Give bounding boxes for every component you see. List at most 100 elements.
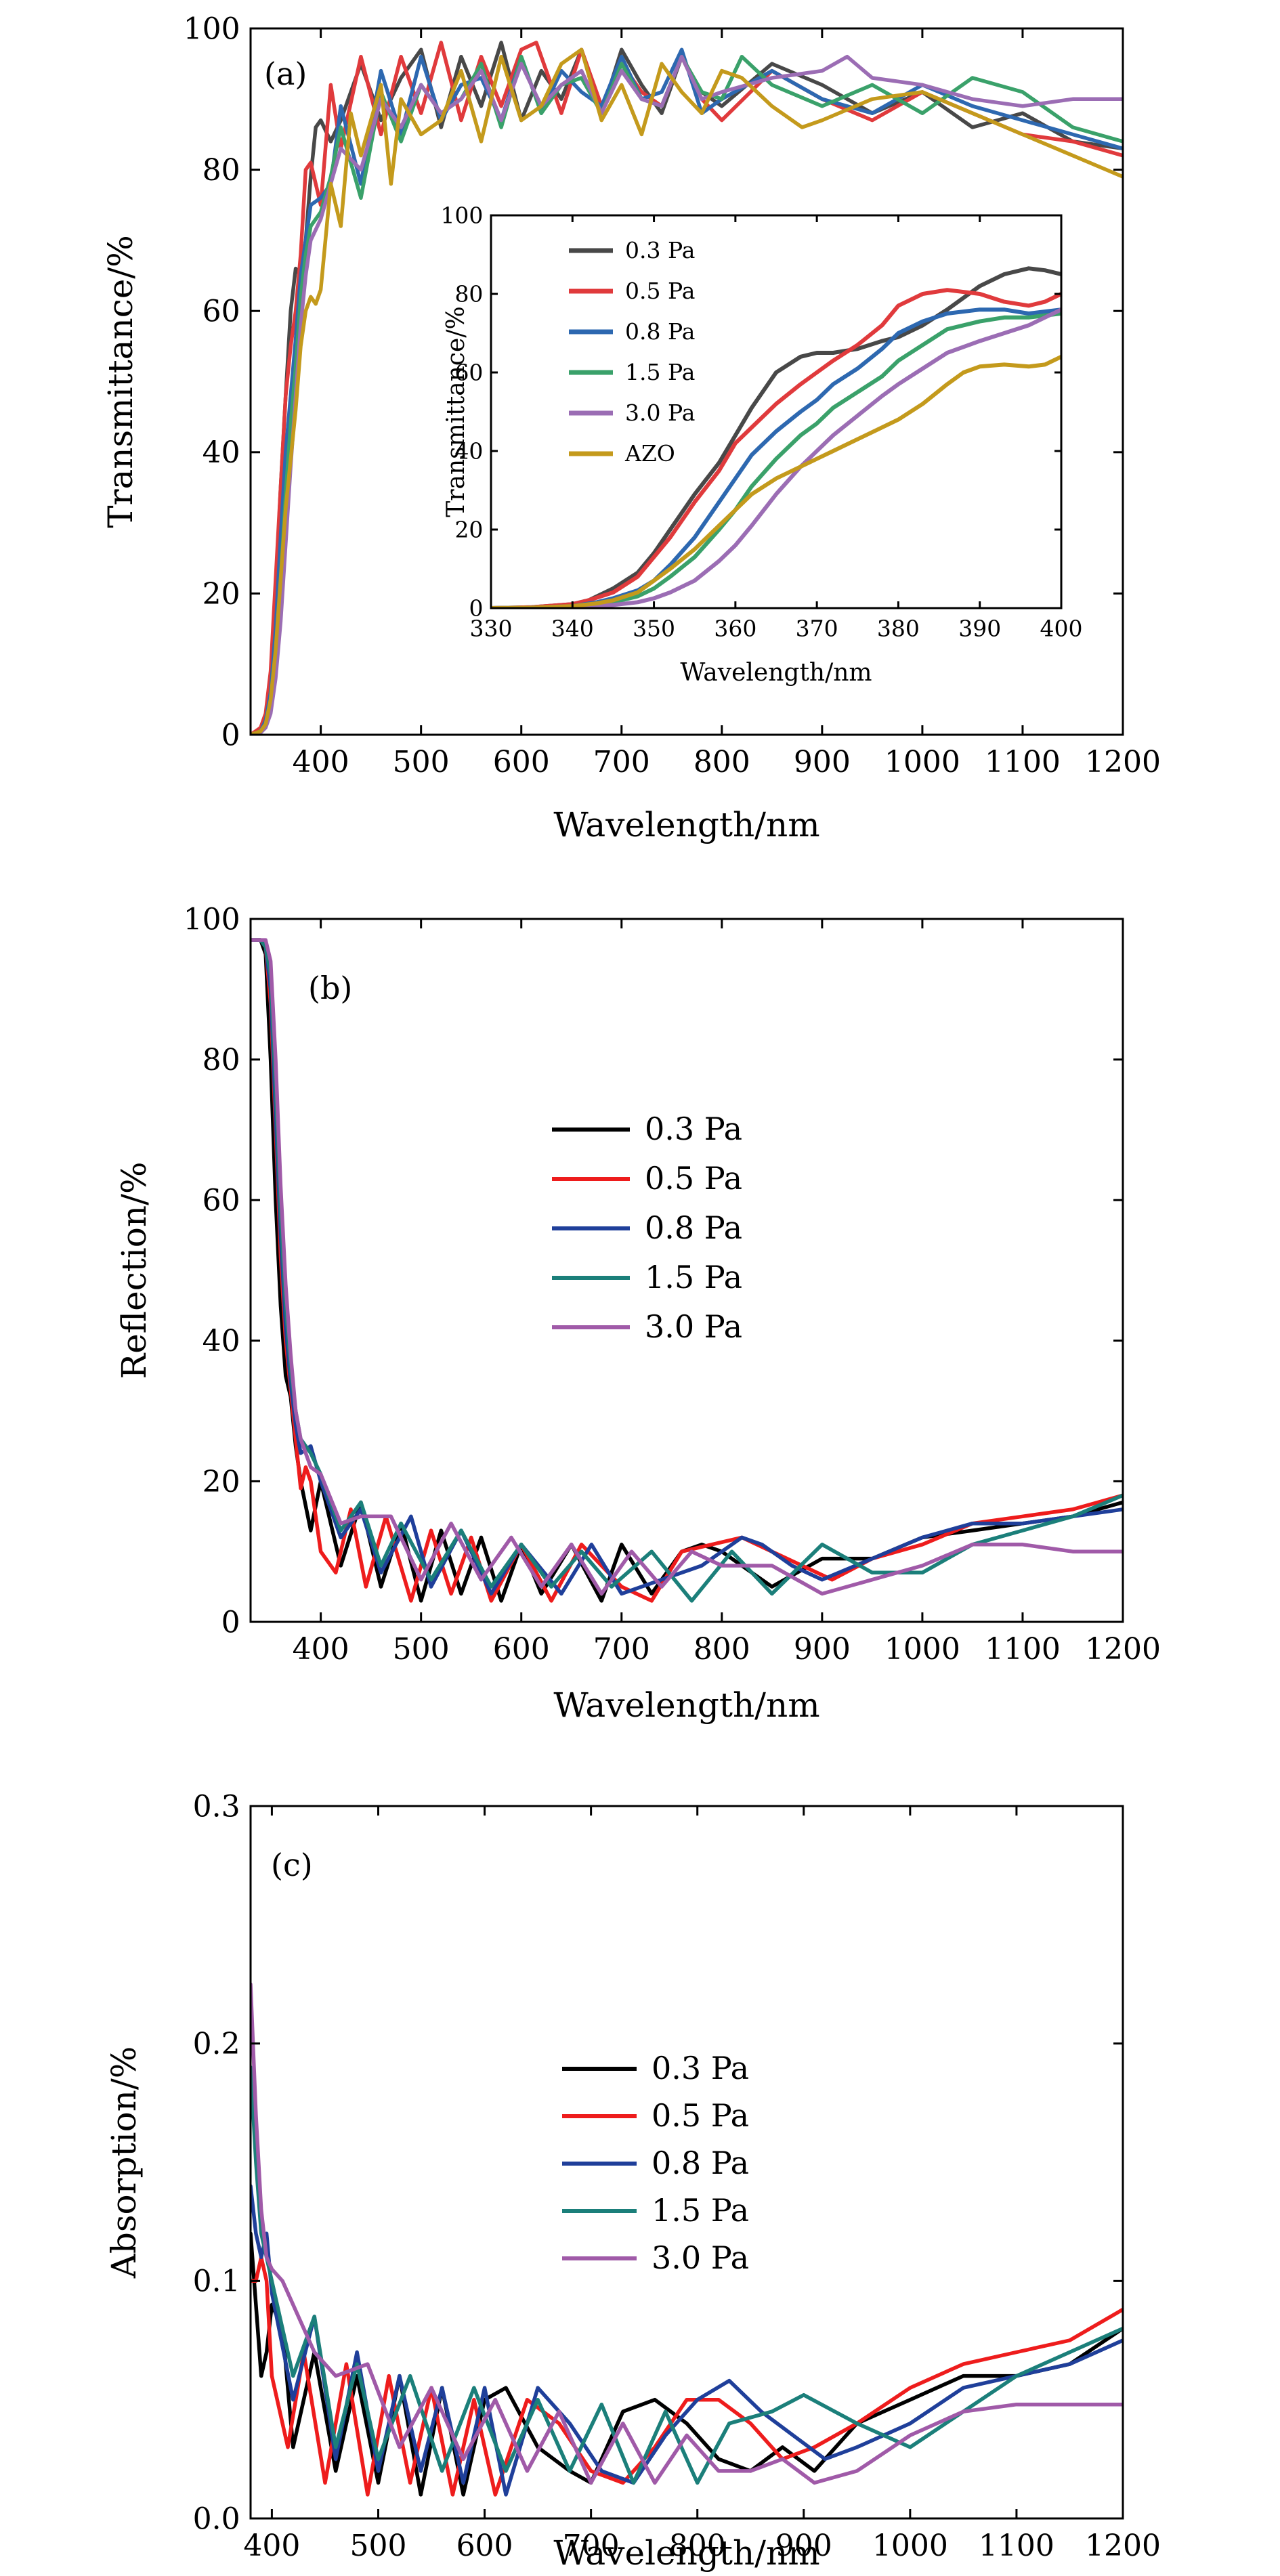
y-tick-label: 40 xyxy=(202,1324,240,1358)
x-tick-label: 600 xyxy=(493,1632,550,1667)
y-tick-label: 80 xyxy=(202,1043,240,1077)
x-tick-label: 500 xyxy=(393,1632,450,1667)
x-tick-label: 1200 xyxy=(1085,1632,1161,1667)
x-tick-label: 900 xyxy=(794,745,851,779)
x-tick-label: 390 xyxy=(958,615,1001,641)
y-tick-label: 20 xyxy=(454,517,483,543)
series-line-0-3-pa xyxy=(491,266,1061,608)
x-tick-label: 500 xyxy=(349,2529,406,2563)
plot-frame xyxy=(249,918,1124,1623)
plot-frame xyxy=(249,27,1124,736)
y-tick-label: 0 xyxy=(221,718,240,752)
y-tick-label: 80 xyxy=(202,153,240,188)
x-tick-label: 1100 xyxy=(979,2529,1054,2563)
chart-a: 400 500 600 700 800 900 1000 1100 12000204060801… xyxy=(101,12,1161,844)
x-tick-label: 340 xyxy=(551,615,594,641)
y-tick-label: 40 xyxy=(202,435,240,470)
series-line-0-5-pa xyxy=(251,2255,1123,2497)
y-tick-label: 20 xyxy=(202,577,240,611)
y-tick-label: 100 xyxy=(184,902,240,937)
panel-b-label: (b) xyxy=(308,970,352,1006)
x-tick-label: 380 xyxy=(877,615,920,641)
panel-a-label: (a) xyxy=(264,56,307,92)
legend: 0.3 Pa 0.5 Pa 0.8 Pa 1.5 Pa 3.0 Pa xyxy=(562,2050,749,2276)
legend-label: 0.3 Pa xyxy=(625,237,695,263)
y-tick-label: 0.2 xyxy=(193,2027,240,2061)
y-tick-label: 0 xyxy=(221,1605,240,1639)
x-tick-label: 700 xyxy=(593,745,650,779)
x-tick-label: 350 xyxy=(633,615,675,641)
panel-c-label: (c) xyxy=(271,1847,313,1883)
x-tick-label: 330 xyxy=(470,615,513,641)
x-tick-label: 400 xyxy=(293,1632,349,1667)
series-line-1-5-pa xyxy=(491,312,1061,608)
legend-label: 0.5 Pa xyxy=(645,1160,742,1197)
series-line-3-0-pa xyxy=(251,938,1123,1596)
y-axis-title: Transmittance/% xyxy=(101,235,140,528)
series-line-0-5-pa xyxy=(491,288,1061,608)
legend-label: 1.5 Pa xyxy=(625,359,695,385)
plot-frame xyxy=(249,1805,1124,2520)
y-tick-label: 0 xyxy=(469,595,483,622)
legend: 0.3 Pa 0.5 Pa 0.8 Pa 1.5 Pa 3.0 Pa AZO xyxy=(569,237,695,467)
series-line-azo xyxy=(491,354,1061,608)
y-tick-label: 20 xyxy=(202,1465,240,1499)
x-axis-title: Wavelength/nm xyxy=(553,805,819,844)
x-tick-label: 600 xyxy=(493,745,550,779)
x-tick-label: 700 xyxy=(563,2529,620,2563)
legend-label: 3.0 Pa xyxy=(625,400,695,426)
series-group xyxy=(251,41,1123,735)
y-tick-label: 80 xyxy=(454,281,483,307)
series-line-1-5-pa xyxy=(251,2065,1123,2485)
y-tick-label: 100 xyxy=(184,12,240,46)
legend-label: 0.3 Pa xyxy=(645,1111,742,1147)
y-tick-label: 0.1 xyxy=(193,2264,240,2299)
legend-label: 0.3 Pa xyxy=(652,2050,749,2086)
legend: 0.3 Pa 0.5 Pa 0.8 Pa 1.5 Pa 3.0 Pa xyxy=(552,1111,742,1345)
y-tick-label: 0.0 xyxy=(193,2502,240,2536)
legend-label: 0.5 Pa xyxy=(625,278,695,304)
x-tick-label: 900 xyxy=(794,1632,851,1667)
y-tick-label: 60 xyxy=(202,295,240,329)
panel-a-chart: (a) 400 500 600 700 800 900 1000 1100 1200020406… xyxy=(101,12,1161,844)
chart-c: 400 500 600 700 800 900 1000 1100 1200 0.0 0.1 0.2 0… xyxy=(104,1789,1161,2573)
legend-label: 1.5 Pa xyxy=(645,1259,742,1295)
y-tick-label: 60 xyxy=(454,360,483,386)
x-tick-label: 1000 xyxy=(872,2529,948,2563)
x-tick-label: 400 xyxy=(1040,615,1083,641)
legend-label: AZO xyxy=(624,440,675,467)
x-tick-label: 400 xyxy=(243,2529,300,2563)
x-axis-title: Wavelength/nm xyxy=(553,1686,819,1725)
x-tick-label: 800 xyxy=(694,745,750,779)
y-axis-title: Reflection/% xyxy=(114,1162,154,1379)
x-tick-label: 1000 xyxy=(884,1632,960,1667)
x-tick-label: 1100 xyxy=(985,745,1061,779)
series-line-0-3-pa xyxy=(251,938,1123,1603)
legend-label: 0.5 Pa xyxy=(652,2097,749,2134)
x-tick-label: 800 xyxy=(694,1632,750,1667)
legend-label: 3.0 Pa xyxy=(645,1308,742,1345)
chart-a-inset: 330 340 350 360 370 380 390 400 0 20 40 60 80 100 Wave… xyxy=(440,202,1082,687)
plot-frame xyxy=(490,214,1063,609)
series-group xyxy=(491,266,1061,608)
x-tick-label: 360 xyxy=(714,615,756,641)
panel-b-chart: (b) 400 500 600 700 800 900 1000 1100 1200 0 20 40 6… xyxy=(114,902,1161,1725)
series-line-3-0-pa xyxy=(251,1982,1123,2485)
legend-label: 3.0 Pa xyxy=(652,2239,749,2276)
series-group xyxy=(251,938,1123,1603)
x-tick-label: 900 xyxy=(775,2529,832,2563)
series-line-azo xyxy=(251,47,1123,735)
legend-label: 1.5 Pa xyxy=(652,2192,749,2229)
x-tick-label: 1100 xyxy=(985,1632,1061,1667)
y-axis-title: Transmittance/% xyxy=(442,306,470,517)
legend-label: 0.8 Pa xyxy=(625,318,695,345)
legend-label: 0.8 Pa xyxy=(652,2145,749,2181)
series-line-1-5-pa xyxy=(251,54,1123,735)
x-tick-label: 370 xyxy=(796,615,838,641)
x-axis-title: Wavelength/nm xyxy=(680,659,872,687)
panel-c-chart: (c) 400 500 600 700 800 900 1000 1100 1200 0.0 0.1… xyxy=(104,1789,1161,2573)
y-tick-label: 40 xyxy=(454,438,483,465)
x-tick-label: 800 xyxy=(669,2529,726,2563)
legend-label: 0.8 Pa xyxy=(645,1209,742,1246)
